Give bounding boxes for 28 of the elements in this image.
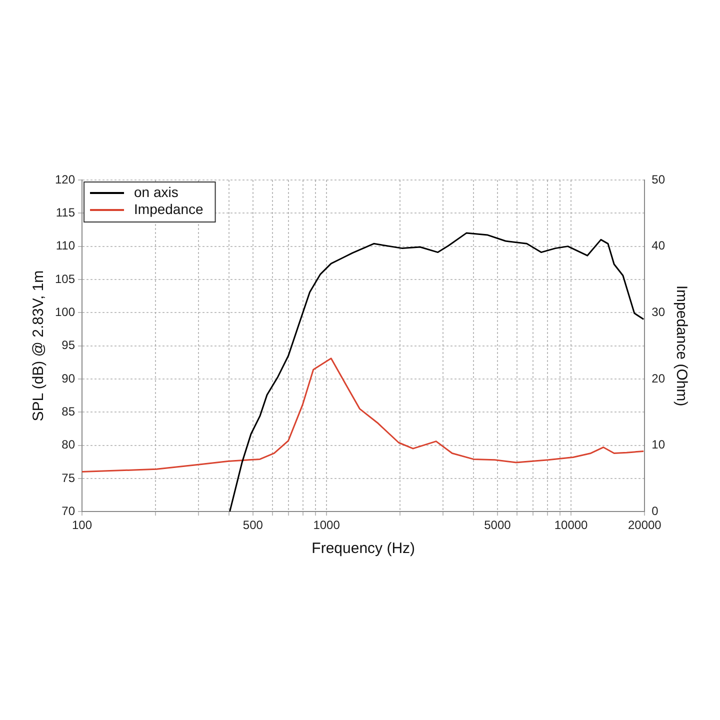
- y-tick-label: 95: [62, 338, 76, 352]
- x-tick-label: 20000: [628, 518, 662, 532]
- y2-tick-label: 0: [652, 504, 659, 518]
- y-tick-label: 115: [56, 205, 76, 220]
- y2-axis-title: Impedance (Ohm): [672, 285, 690, 406]
- x-tick-label: 100: [72, 518, 92, 532]
- legend-label: on axis: [134, 184, 178, 200]
- x-tick-label: 5000: [484, 518, 512, 532]
- y-tick-label: 100: [54, 304, 76, 319]
- x-tick-label: 10000: [554, 518, 588, 532]
- y2-tick-label: 50: [652, 172, 666, 186]
- legend-label: Impedance: [134, 200, 204, 217]
- y-tick-label: 85: [62, 404, 76, 418]
- y2-tick-label: 10: [652, 438, 666, 452]
- y-tick-label: 75: [62, 470, 76, 485]
- y2-tick-label: 30: [652, 304, 666, 319]
- y-tick-label: 90: [62, 371, 76, 386]
- y-tick-label: 80: [62, 438, 76, 452]
- y-tick-label: 105: [54, 272, 76, 286]
- y-tick-label: 110: [56, 238, 76, 253]
- y2-tick-label: 40: [652, 238, 666, 253]
- x-axis-title: Frequency (Hz): [312, 540, 416, 558]
- y-tick-label: 70: [62, 504, 76, 518]
- y-tick-label: 120: [54, 172, 76, 186]
- x-tick-label: 500: [242, 518, 264, 532]
- y2-tick-label: 20: [652, 371, 666, 386]
- y-axis-title: SPL (dB) @ 2.83V, 1m: [30, 270, 48, 422]
- x-tick-label: 1000: [313, 518, 340, 532]
